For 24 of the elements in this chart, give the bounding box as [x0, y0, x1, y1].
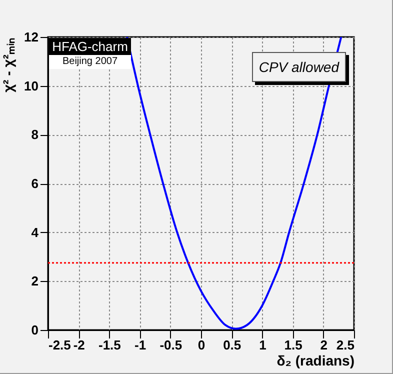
- x-tick-label: -2.5: [48, 338, 71, 352]
- y-tick-label: 0: [31, 322, 38, 338]
- x-tick-label: 2.5: [336, 338, 354, 352]
- y-tick-label: 4: [31, 224, 40, 240]
- y-tick-label: 12: [24, 30, 38, 44]
- y-tick-label: 8: [31, 127, 38, 142]
- x-tick-label: -1.5: [98, 338, 121, 352]
- x-tick-label: 1: [259, 338, 266, 352]
- x-tick-label: 0.5: [223, 338, 242, 352]
- annotation: CPV allowed: [252, 52, 346, 82]
- line-series: [126, 37, 342, 330]
- annotation: Beijing 2007: [49, 55, 131, 69]
- x-axis-title: δ₂ (radians): [276, 352, 354, 368]
- x-tick-label: 2: [320, 338, 328, 352]
- x-tick-label: -2: [73, 338, 85, 352]
- x-tick-label: -1: [134, 338, 146, 352]
- x-tick-label: 1.5: [284, 338, 302, 352]
- y-tick-label: 2: [31, 274, 38, 289]
- y-axis-title: χ² - χ²ₘᵢₙ: [0, 38, 16, 92]
- x-tick-label: -0.5: [160, 338, 182, 352]
- annotation: HFAG-charm: [49, 38, 131, 55]
- y-tick-label: 6: [31, 176, 38, 191]
- y-tick-label: 10: [24, 78, 38, 94]
- x-tick-label: 0: [198, 338, 206, 352]
